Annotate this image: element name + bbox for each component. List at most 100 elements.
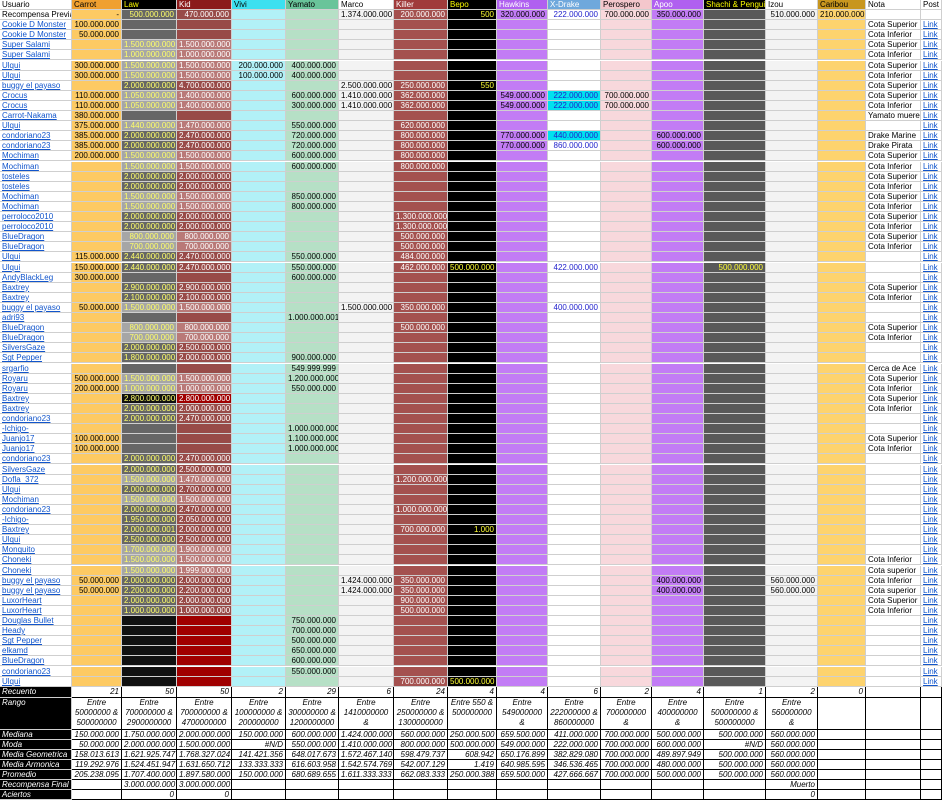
user-cell[interactable]: -Ichigo- bbox=[0, 424, 72, 435]
post-link[interactable]: Link bbox=[921, 595, 942, 606]
user-cell[interactable]: Ulqui bbox=[0, 121, 72, 132]
user-cell[interactable]: Ulqui bbox=[0, 70, 72, 81]
user-cell[interactable]: Juanjo17 bbox=[0, 444, 72, 455]
user-cell[interactable]: Baxtrey bbox=[0, 403, 72, 414]
user-cell[interactable]: Baxtrey bbox=[0, 393, 72, 404]
post-link[interactable]: Link bbox=[921, 50, 942, 61]
post-link[interactable]: Link bbox=[921, 292, 942, 303]
user-cell[interactable]: Baxtrey bbox=[0, 282, 72, 293]
post-link[interactable]: Link bbox=[921, 626, 942, 637]
post-link[interactable]: Link bbox=[921, 141, 942, 152]
post-link[interactable]: Link bbox=[921, 525, 942, 536]
post-link[interactable]: Link bbox=[921, 222, 942, 233]
post-link[interactable]: Link bbox=[921, 575, 942, 586]
post-link[interactable]: Link bbox=[921, 646, 942, 657]
user-cell[interactable]: Ulqui bbox=[0, 535, 72, 546]
post-link[interactable]: Link bbox=[921, 484, 942, 495]
post-link[interactable]: Link bbox=[921, 70, 942, 81]
user-cell[interactable]: Dofla_372 bbox=[0, 474, 72, 485]
user-cell[interactable]: BlueDragon bbox=[0, 333, 72, 344]
user-cell[interactable]: perroloco2010 bbox=[0, 212, 72, 223]
user-cell[interactable]: Sgt Pepper bbox=[0, 636, 72, 647]
post-link[interactable]: Link bbox=[921, 343, 942, 354]
post-link[interactable]: Link bbox=[921, 585, 942, 596]
user-cell[interactable]: buggy el payaso bbox=[0, 302, 72, 313]
post-link[interactable]: Link bbox=[921, 323, 942, 334]
user-cell[interactable]: Mochiman bbox=[0, 161, 72, 172]
post-link[interactable]: Link bbox=[921, 605, 942, 616]
post-link[interactable]: Link bbox=[921, 393, 942, 404]
user-cell[interactable]: Royaru bbox=[0, 383, 72, 394]
user-cell[interactable]: condoriano23 bbox=[0, 141, 72, 152]
post-link[interactable]: Link bbox=[921, 272, 942, 283]
user-cell[interactable]: Baxtrey bbox=[0, 525, 72, 536]
user-cell[interactable]: srgarfio bbox=[0, 363, 72, 374]
user-cell[interactable]: LuxorHeart bbox=[0, 595, 72, 606]
user-cell[interactable]: Crocus bbox=[0, 100, 72, 111]
post-link[interactable]: Link bbox=[921, 676, 942, 687]
user-cell[interactable]: condoriano23 bbox=[0, 504, 72, 515]
user-cell[interactable]: Mochiman bbox=[0, 494, 72, 505]
post-link[interactable]: Link bbox=[921, 504, 942, 515]
user-cell[interactable]: BlueDragon bbox=[0, 232, 72, 243]
post-link[interactable]: Link bbox=[921, 403, 942, 414]
post-link[interactable]: Link bbox=[921, 100, 942, 111]
user-cell[interactable]: Cookie D Monster bbox=[0, 20, 72, 31]
post-link[interactable]: Link bbox=[921, 434, 942, 445]
post-link[interactable]: Link bbox=[921, 363, 942, 374]
post-link[interactable]: Link bbox=[921, 535, 942, 546]
post-link[interactable]: Link bbox=[921, 494, 942, 505]
user-cell[interactable]: Douglas Bullet bbox=[0, 616, 72, 627]
user-cell[interactable]: Royaru bbox=[0, 373, 72, 384]
user-cell[interactable]: Cookie D Monster bbox=[0, 30, 72, 41]
post-link[interactable]: Link bbox=[921, 181, 942, 192]
user-cell[interactable]: buggy el payaso bbox=[0, 80, 72, 91]
post-link[interactable]: Link bbox=[921, 201, 942, 212]
user-cell[interactable]: buggy el payaso bbox=[0, 585, 72, 596]
user-cell[interactable]: tosteles bbox=[0, 181, 72, 192]
post-link[interactable]: Link bbox=[921, 636, 942, 647]
user-cell[interactable]: Ulqui bbox=[0, 60, 72, 71]
user-cell[interactable]: Monquito bbox=[0, 545, 72, 556]
user-cell[interactable]: SilversGaze bbox=[0, 343, 72, 354]
post-link[interactable]: Link bbox=[921, 30, 942, 41]
user-cell[interactable]: Crocus bbox=[0, 90, 72, 101]
user-cell[interactable]: adri93 bbox=[0, 313, 72, 324]
post-link[interactable]: Link bbox=[921, 302, 942, 313]
user-cell[interactable]: AndyBlackLeg bbox=[0, 272, 72, 283]
post-link[interactable]: Link bbox=[921, 40, 942, 51]
user-cell[interactable]: Juanjo17 bbox=[0, 434, 72, 445]
user-cell[interactable]: BlueDragon bbox=[0, 656, 72, 667]
user-cell[interactable]: Super Salami bbox=[0, 40, 72, 51]
post-link[interactable]: Link bbox=[921, 80, 942, 91]
user-cell[interactable]: Sgt Pepper bbox=[0, 353, 72, 364]
user-cell[interactable]: Ulqui bbox=[0, 484, 72, 495]
user-cell[interactable]: condoriano23 bbox=[0, 131, 72, 142]
user-cell[interactable]: Mochiman bbox=[0, 151, 72, 162]
user-cell[interactable]: Mochiman bbox=[0, 201, 72, 212]
post-link[interactable]: Link bbox=[921, 262, 942, 273]
post-link[interactable]: Link bbox=[921, 424, 942, 435]
user-cell[interactable]: Mochiman bbox=[0, 191, 72, 202]
user-cell[interactable]: Carrot-Nakama bbox=[0, 111, 72, 122]
post-link[interactable]: Link bbox=[921, 555, 942, 566]
post-link[interactable]: Link bbox=[921, 60, 942, 71]
user-cell[interactable]: -Ichigo- bbox=[0, 515, 72, 526]
user-cell[interactable]: condoriano23 bbox=[0, 454, 72, 465]
user-cell[interactable]: Baxtrey bbox=[0, 292, 72, 303]
post-link[interactable]: Link bbox=[921, 282, 942, 293]
user-cell[interactable]: SilversGaze bbox=[0, 464, 72, 475]
post-link[interactable]: Link bbox=[921, 90, 942, 101]
post-link[interactable]: Link bbox=[921, 333, 942, 344]
user-cell[interactable]: LuxorHeart bbox=[0, 605, 72, 616]
post-link[interactable]: Link bbox=[921, 454, 942, 465]
post-link[interactable]: Link bbox=[921, 656, 942, 667]
post-link[interactable]: Link bbox=[921, 191, 942, 202]
user-cell[interactable]: Heady bbox=[0, 626, 72, 637]
user-cell[interactable]: Choneki bbox=[0, 555, 72, 566]
user-cell[interactable]: condoriano23 bbox=[0, 666, 72, 677]
post-link[interactable]: Link bbox=[921, 313, 942, 324]
user-cell[interactable]: BlueDragon bbox=[0, 323, 72, 334]
post-link[interactable]: Link bbox=[921, 414, 942, 425]
post-link[interactable]: Link bbox=[921, 444, 942, 455]
